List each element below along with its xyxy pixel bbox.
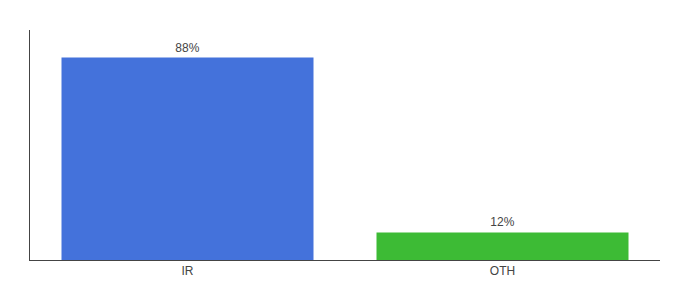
svg-text:88%: 88% — [175, 41, 199, 55]
svg-text:OTH: OTH — [490, 264, 515, 278]
svg-text:12%: 12% — [490, 215, 514, 229]
svg-text:IR: IR — [182, 264, 194, 278]
